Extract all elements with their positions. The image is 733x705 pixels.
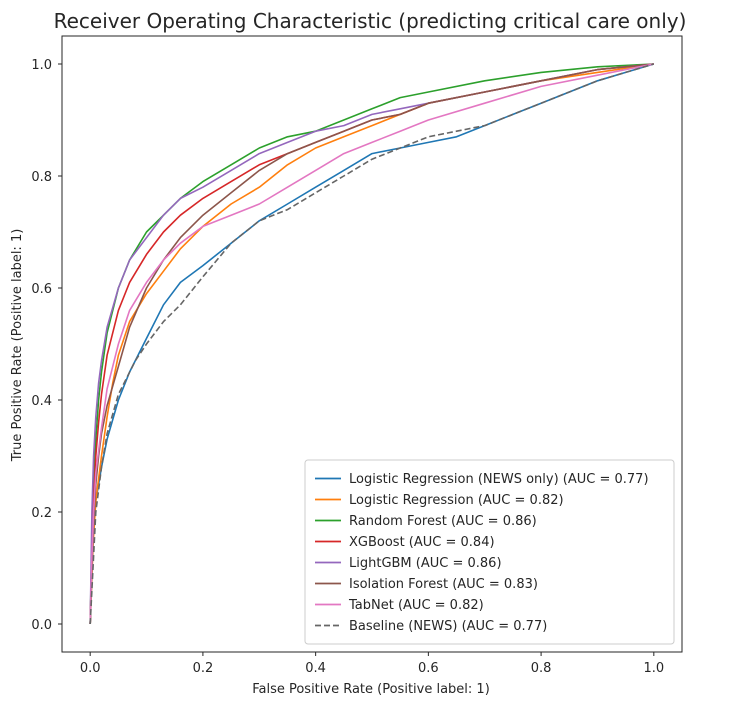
roc-curve-7	[89, 63, 655, 625]
legend-entry: LightGBM (AUC = 0.86)	[349, 556, 502, 571]
y-tick-label: 0.6	[31, 282, 52, 297]
y-tick-label: 0.8	[31, 170, 52, 185]
x-tick-label: 0.8	[531, 661, 552, 676]
x-tick-label: 0.4	[305, 661, 326, 676]
roc-curve-6	[89, 63, 654, 625]
x-tick-label: 0.0	[80, 661, 101, 676]
x-axis-ticks: 0.0 0.2 0.4 0.6 0.8 1.0	[80, 652, 664, 676]
legend-entry: Logistic Regression (AUC = 0.82)	[349, 493, 564, 508]
legend-entry: XGBoost (AUC = 0.84)	[349, 535, 495, 550]
roc-curve-2	[89, 63, 654, 625]
legend-entry: Isolation Forest (AUC = 0.83)	[349, 577, 538, 592]
legend-box	[304, 459, 675, 645]
y-tick-label: 0.2	[31, 506, 52, 521]
legend: Logistic Regression (NEWS only) (AUC = 0…	[304, 459, 675, 645]
y-tick-label: 0.0	[31, 618, 52, 633]
y-axis-label: True Positive Rate (Positive label: 1)	[10, 229, 25, 463]
chart-title: Receiver Operating Characteristic (predi…	[54, 9, 687, 33]
series-lines	[89, 63, 655, 625]
legend-entry: TabNet (AUC = 0.82)	[348, 598, 484, 613]
legend-entry: Logistic Regression (NEWS only) (AUC = 0…	[349, 472, 649, 487]
y-axis-ticks: 0.0 0.2 0.4 0.6 0.8 1.0	[31, 58, 62, 633]
roc-curve-0	[89, 63, 655, 625]
y-tick-label: 0.4	[31, 394, 52, 409]
legend-entry: Random Forest (AUC = 0.86)	[349, 514, 537, 529]
x-tick-label: 0.2	[193, 661, 214, 676]
x-axis-label: False Positive Rate (Positive label: 1)	[252, 682, 490, 697]
y-tick-label: 1.0	[31, 58, 52, 73]
x-tick-label: 0.6	[418, 661, 439, 676]
x-tick-label: 1.0	[643, 661, 664, 676]
legend-entry: Baseline (NEWS) (AUC = 0.77)	[349, 619, 547, 634]
